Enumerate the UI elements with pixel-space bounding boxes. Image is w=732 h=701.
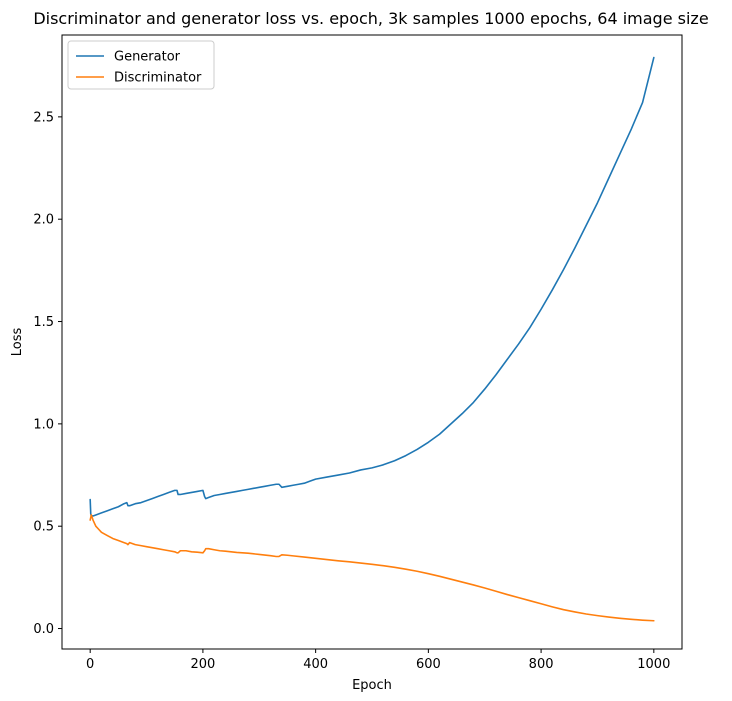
y-tick-label: 2.5 bbox=[33, 110, 54, 125]
x-tick-label: 400 bbox=[303, 657, 328, 672]
x-tick-label: 0 bbox=[86, 657, 94, 672]
axes-frame bbox=[61, 34, 683, 650]
legend-box bbox=[67, 40, 215, 90]
x-tick-label: 200 bbox=[190, 657, 215, 672]
x-axis-label: Epoch bbox=[352, 678, 392, 693]
x-tick-label: 1000 bbox=[637, 657, 670, 672]
y-tick-label: 0.5 bbox=[33, 520, 54, 535]
series-line-discriminator bbox=[89, 514, 655, 622]
chart-title: Discriminator and generator loss vs. epo… bbox=[33, 9, 708, 28]
y-axis-label: Loss bbox=[10, 328, 25, 357]
y-axis: 0.0 0.5 1.0 1.5 2.0 2.5 bbox=[33, 110, 62, 637]
series-lines bbox=[89, 56, 655, 622]
y-tick-label: 1.0 bbox=[33, 417, 54, 432]
x-axis: 0 200 400 600 800 1000 bbox=[86, 649, 670, 672]
legend-label: Discriminator bbox=[114, 71, 202, 86]
x-tick-label: 600 bbox=[416, 657, 441, 672]
series-line-generator bbox=[89, 56, 655, 517]
y-tick-label: 0.0 bbox=[33, 622, 54, 637]
plot-area bbox=[61, 34, 683, 650]
y-tick-label: 2.0 bbox=[33, 213, 54, 228]
y-tick-label: 1.5 bbox=[33, 315, 54, 330]
legend-label: Generator bbox=[114, 50, 181, 65]
x-tick-label: 800 bbox=[529, 657, 554, 672]
legend: Generator Discriminator bbox=[67, 40, 215, 90]
